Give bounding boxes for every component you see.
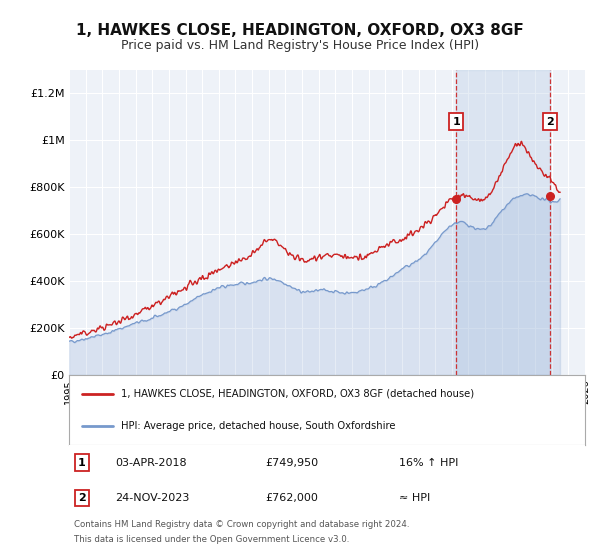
Text: 1: 1: [452, 116, 460, 127]
Text: 24-NOV-2023: 24-NOV-2023: [115, 493, 190, 503]
Text: £762,000: £762,000: [265, 493, 318, 503]
Text: 16% ↑ HPI: 16% ↑ HPI: [399, 458, 458, 468]
Text: 1, HAWKES CLOSE, HEADINGTON, OXFORD, OX3 8GF (detached house): 1, HAWKES CLOSE, HEADINGTON, OXFORD, OX3…: [121, 389, 474, 399]
Bar: [457, 70, 550, 375]
Text: 1, HAWKES CLOSE, HEADINGTON, OXFORD, OX3 8GF: 1, HAWKES CLOSE, HEADINGTON, OXFORD, OX3…: [76, 24, 524, 38]
Text: Contains HM Land Registry data © Crown copyright and database right 2024.: Contains HM Land Registry data © Crown c…: [74, 520, 410, 529]
Text: HPI: Average price, detached house, South Oxfordshire: HPI: Average price, detached house, Sout…: [121, 421, 395, 431]
Text: 1: 1: [78, 458, 86, 468]
Text: 2: 2: [546, 116, 554, 127]
Text: 2: 2: [78, 493, 86, 503]
Text: ≈ HPI: ≈ HPI: [399, 493, 430, 503]
Text: This data is licensed under the Open Government Licence v3.0.: This data is licensed under the Open Gov…: [74, 535, 350, 544]
Text: £749,950: £749,950: [265, 458, 318, 468]
Text: Price paid vs. HM Land Registry's House Price Index (HPI): Price paid vs. HM Land Registry's House …: [121, 39, 479, 53]
Text: 03-APR-2018: 03-APR-2018: [115, 458, 187, 468]
